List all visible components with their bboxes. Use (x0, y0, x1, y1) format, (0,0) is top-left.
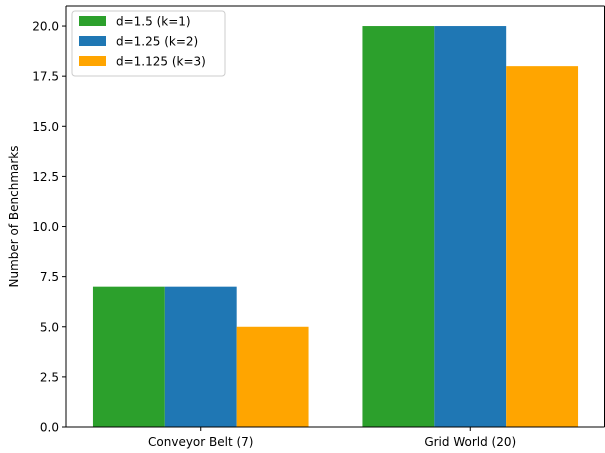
bar-1-2 (362, 26, 435, 428)
bar-1-1 (92, 286, 165, 427)
legend-label-2: d=1.25 (k=2) (116, 35, 198, 49)
y-tick-label-3: 7.5 (40, 270, 59, 284)
legend-swatch-3 (79, 56, 106, 66)
y-axis-label: Number of Benchmarks (7, 145, 21, 287)
legend-swatch-2 (79, 36, 106, 46)
bar-2-1 (164, 286, 237, 427)
bar-3-1 (236, 326, 309, 427)
y-tick-label-4: 10.0 (32, 220, 59, 234)
bar-3-2 (506, 66, 579, 428)
y-tick-label-0: 0.0 (40, 421, 59, 435)
legend: d=1.5 (k=1) d=1.25 (k=2) d=1.125 (k=3) (71, 10, 226, 77)
y-tick-label-2: 5.0 (40, 320, 59, 334)
x-ticks-group: Conveyor Belt (7) Grid World (20) (148, 427, 516, 449)
bars-group (92, 26, 579, 428)
y-tick-label-6: 15.0 (32, 120, 59, 134)
x-tick-label-1: Grid World (20) (424, 435, 516, 449)
y-tick-label-1: 2.5 (40, 370, 59, 384)
y-tick-label-5: 12.5 (32, 170, 59, 184)
legend-swatch-1 (79, 16, 106, 26)
y-ticks-group: 0.0 2.5 5.0 7.5 10.0 12.5 15.0 17.5 20.0 (32, 20, 66, 435)
y-tick-label-8: 20.0 (32, 20, 59, 34)
legend-label-1: d=1.5 (k=1) (116, 15, 191, 29)
x-tick-label-0: Conveyor Belt (7) (148, 435, 253, 449)
bar-2-2 (434, 26, 507, 428)
legend-label-3: d=1.125 (k=3) (116, 55, 206, 69)
y-tick-label-7: 17.5 (32, 70, 59, 84)
legend-box (71, 10, 226, 77)
